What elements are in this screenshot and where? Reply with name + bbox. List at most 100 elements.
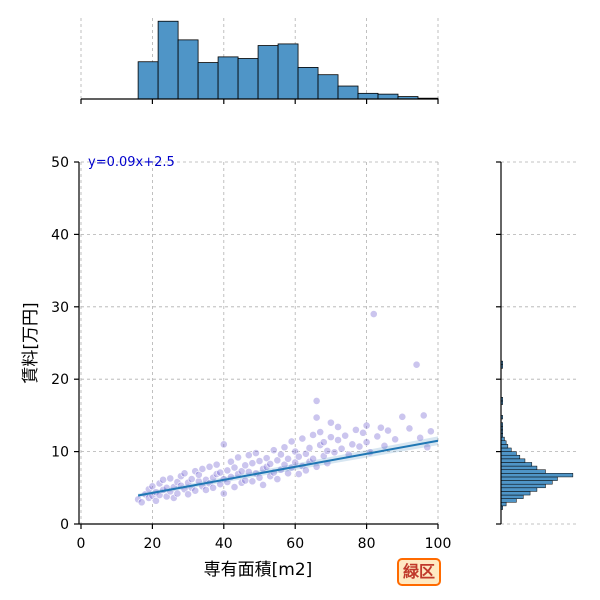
scatter-point: [305, 444, 314, 452]
scatter-point: [248, 459, 257, 468]
scatter-point: [191, 486, 200, 495]
y-tick-label: 30: [51, 300, 69, 316]
y-tick-label: 40: [51, 227, 69, 243]
right-hist-bar: [500, 483, 546, 489]
y-tick-label: 10: [51, 445, 69, 461]
scatter-point: [362, 438, 371, 447]
top-hist-bar: [297, 67, 319, 100]
scatter-point: [234, 453, 242, 462]
scatter-point: [219, 489, 228, 498]
axes: [74, 98, 502, 529]
scatter-point: [319, 438, 328, 447]
scatter-point: [202, 486, 210, 494]
scatter-point: [405, 424, 414, 433]
scatter-point: [316, 428, 325, 436]
right-hist-bar: [500, 491, 531, 496]
scatter-point: [173, 489, 182, 498]
scatter-point: [312, 397, 321, 405]
scatter-point: [180, 469, 189, 478]
top-hist-bar: [237, 58, 259, 100]
x-tick-label: 0: [77, 536, 86, 552]
scatter-point: [416, 433, 425, 442]
top-hist-bar: [257, 45, 279, 100]
right-hist-bar: [500, 473, 574, 478]
scatter-points: [134, 310, 435, 507]
x-tick-label: 60: [286, 536, 304, 552]
scatter-point: [230, 483, 239, 491]
scatter-point: [244, 451, 253, 460]
scatter-point: [280, 443, 289, 452]
scatter-point: [398, 412, 407, 421]
scatter-point: [259, 481, 267, 489]
scatter-point: [212, 460, 221, 469]
scatter-point: [277, 450, 285, 459]
scatter-point: [348, 440, 357, 449]
scatter-point: [337, 444, 346, 453]
scatter-point: [362, 421, 371, 430]
scatter-point: [194, 470, 203, 479]
right-hist-bar: [500, 458, 526, 463]
right-hist-bar: [500, 451, 517, 456]
scatter-point: [209, 483, 217, 492]
scatter-point: [284, 469, 292, 478]
right-grid: [501, 161, 578, 525]
tick-labels: 0 20 40 60 80 100 0 10 20 30 40 50: [51, 155, 451, 552]
scatter-point: [376, 423, 385, 432]
scatter-point: [341, 431, 350, 440]
y-tick-label: 0: [60, 517, 69, 533]
right-hist-bar: [500, 480, 553, 485]
scatter-point: [359, 428, 367, 437]
scatter-point: [227, 457, 235, 466]
y-axis-label: 賃料[万円]: [21, 302, 41, 383]
right-hist-bar: [500, 454, 521, 460]
right-hist-bar: [500, 494, 524, 499]
scatter-point: [166, 474, 175, 483]
right-hist-bar: [500, 498, 517, 503]
scatter-point: [223, 466, 232, 475]
x-tick-label: 40: [215, 536, 233, 552]
scatter-point: [309, 454, 317, 463]
scatter-point: [323, 446, 332, 455]
right-hist-bar: [500, 465, 538, 470]
scatter-point: [273, 475, 282, 484]
top-hist-bar: [337, 85, 359, 100]
x-tick-label: 80: [358, 536, 376, 552]
top-hist-bar: [357, 92, 379, 100]
top-hist-bar: [217, 56, 239, 100]
scatter-point: [419, 411, 428, 420]
scatter-point: [148, 482, 157, 491]
scatter-point: [330, 448, 339, 457]
scatter-point: [294, 470, 303, 478]
top-hist-bar: [377, 93, 399, 100]
top-hist-bar: [177, 39, 199, 100]
regression-line: [137, 439, 439, 497]
right-hist-bar: [500, 462, 533, 467]
scatter-point: [369, 310, 378, 318]
right-hist-bar: [500, 447, 512, 452]
scatter-point: [205, 462, 214, 471]
right-hist-bar: [500, 502, 507, 507]
x-tick-label: 100: [425, 536, 452, 552]
scatter-point: [326, 433, 335, 442]
scatter-point: [216, 468, 225, 477]
scatter-point: [252, 449, 260, 457]
x-axis-label: 専有面積[m2]: [204, 560, 313, 580]
scatter-point: [159, 475, 168, 484]
top-histogram: [137, 20, 439, 100]
right-hist-bar: [500, 440, 507, 445]
scatter-point: [137, 498, 146, 507]
y-tick-label: 50: [51, 155, 69, 171]
scatter-point: [248, 477, 257, 486]
scatter-point: [241, 461, 250, 470]
right-histogram: [500, 360, 574, 510]
scatter-point: [255, 457, 264, 465]
scatter-point: [326, 418, 335, 427]
scatter-point: [266, 460, 275, 468]
district-badge: 緑区: [397, 558, 441, 586]
scatter-point: [198, 465, 207, 473]
scatter-point: [184, 490, 192, 499]
regression-line-layer: [137, 436, 439, 498]
scatter-point: [187, 475, 196, 484]
regression-equation: y=0.09x+2.5: [88, 155, 175, 170]
